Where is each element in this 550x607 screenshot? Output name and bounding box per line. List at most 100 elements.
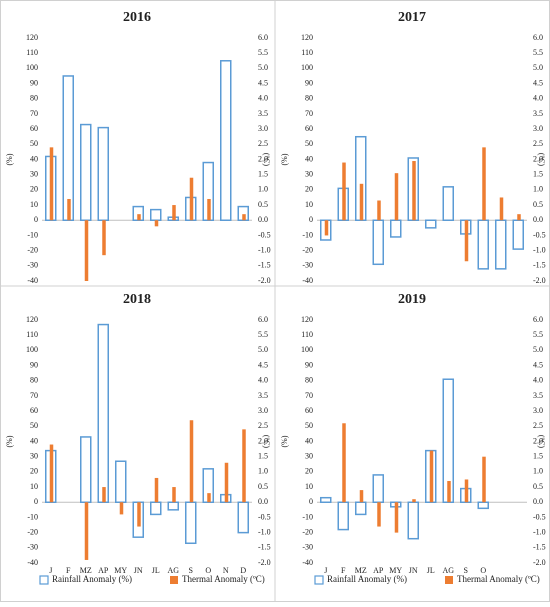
x-tick-label: F — [66, 566, 71, 575]
y-tick-label: 60 — [30, 406, 38, 415]
y-tick-label: 100 — [26, 345, 38, 354]
y-tick-label: 100 — [26, 63, 38, 72]
thermal-bar — [517, 214, 521, 221]
y2-tick-label: 6.0 — [533, 315, 543, 324]
thermal-bar — [102, 487, 106, 503]
y-tick-label: 30 — [30, 452, 38, 461]
chart-title: 2018 — [123, 292, 151, 307]
y2-tick-label: 2.0 — [258, 436, 268, 445]
y-tick-label: -20 — [302, 245, 313, 254]
y2-tick-label: 5.5 — [533, 330, 543, 339]
rain-bar — [80, 436, 92, 504]
y2-tick-label: 1.0 — [533, 467, 543, 476]
y-tick-label: 40 — [305, 436, 313, 445]
y-tick-label: 120 — [26, 33, 38, 42]
y-tick-label: 0 — [309, 497, 313, 506]
x-tick-label: MY — [114, 566, 127, 575]
thermal-bar — [137, 502, 141, 527]
y2-tick-label: -1.5 — [258, 261, 271, 270]
y2-tick-label: 6.0 — [258, 33, 268, 42]
y-axis-label: (%) — [5, 435, 14, 447]
y-tick-label: 10 — [305, 482, 313, 491]
y2-tick-label: -0.5 — [533, 230, 546, 239]
x-tick-label: MY — [389, 566, 402, 575]
y2-tick-label: -1.0 — [533, 245, 546, 254]
y2-tick-label: 2.5 — [258, 139, 268, 148]
x-tick-label: S — [189, 566, 193, 575]
y2-tick-label: 1.0 — [258, 467, 268, 476]
y2-tick-label: -0.5 — [258, 230, 271, 239]
legend-label: Rainfall Anomaly (%) — [52, 574, 132, 584]
y2-tick-label: 4.0 — [258, 376, 268, 385]
y-tick-label: 20 — [30, 185, 38, 194]
y2-tick-label: 1.5 — [533, 452, 543, 461]
thermal-bar — [412, 499, 416, 503]
y-tick-label: 90 — [30, 360, 38, 369]
y-tick-label: 10 — [30, 200, 38, 209]
y-tick-label: -40 — [27, 558, 38, 567]
y2-tick-label: 4.5 — [533, 78, 543, 87]
thermal-bar — [119, 502, 124, 515]
rain-bar — [167, 501, 179, 511]
y2-tick-label: 4.0 — [533, 376, 543, 385]
y-tick-label: 110 — [26, 330, 38, 339]
y2-tick-label: -1.5 — [533, 261, 546, 270]
y-tick-label: -40 — [302, 276, 313, 285]
y-tick-label: 120 — [26, 315, 38, 324]
y-tick-label: -40 — [302, 558, 313, 567]
y2-tick-label: 0.0 — [533, 215, 543, 224]
thermal-bar — [499, 197, 504, 221]
rain-bar — [425, 219, 437, 229]
y2-tick-label: 5.0 — [258, 345, 268, 354]
y-tick-label: -30 — [302, 543, 313, 552]
legend-label: Thermal Anomaly (ºC) — [182, 574, 265, 584]
y2-tick-label: 0.0 — [258, 215, 268, 224]
legend-label: Thermal Anomaly (ºC) — [457, 574, 540, 584]
y2-tick-label: 1.5 — [533, 170, 543, 179]
rain-bar — [372, 474, 384, 504]
y-tick-label: 90 — [305, 78, 313, 87]
thermal-bar — [49, 147, 54, 221]
y-tick-label: 20 — [305, 467, 313, 476]
y-tick-label: -20 — [27, 527, 38, 536]
y2-tick-label: 4.5 — [533, 360, 543, 369]
x-tick-label: S — [464, 566, 468, 575]
y2-tick-label: 0.5 — [533, 482, 543, 491]
legend-swatch — [39, 575, 49, 585]
y-tick-label: 40 — [30, 154, 38, 163]
y2-tick-label: -1.0 — [258, 245, 271, 254]
thermal-bar — [189, 420, 194, 503]
thermal-bar — [172, 487, 176, 503]
thermal-bar — [224, 462, 229, 503]
y2-tick-label: 5.0 — [533, 345, 543, 354]
y-tick-label: 80 — [30, 94, 38, 103]
y2-tick-label: 0.0 — [533, 497, 543, 506]
thermal-bar — [377, 502, 381, 527]
y-tick-label: -30 — [27, 543, 38, 552]
y2-tick-label: -2.0 — [258, 558, 271, 567]
y2-tick-label: 5.0 — [258, 63, 268, 72]
y-tick-label: 0 — [34, 215, 38, 224]
x-tick-label: D — [240, 566, 246, 575]
y-tick-label: 90 — [30, 78, 38, 87]
y2-tick-label: 1.0 — [533, 185, 543, 194]
y2-tick-label: 1.5 — [258, 452, 268, 461]
thermal-bar — [359, 490, 364, 503]
chart-title: 2017 — [398, 10, 426, 25]
y-tick-label: -20 — [27, 245, 38, 254]
y-tick-label: 70 — [305, 391, 313, 400]
thermal-bar — [102, 220, 106, 256]
y2-tick-label: 2.5 — [533, 139, 543, 148]
rain-bar — [390, 219, 402, 238]
thermal-bar — [429, 450, 434, 503]
rain-bar — [80, 123, 92, 221]
y2-tick-label: -1.0 — [258, 527, 271, 536]
thermal-bar — [324, 220, 329, 236]
thermal-bar — [394, 173, 399, 221]
y-tick-label: 0 — [309, 215, 313, 224]
y2-tick-label: 6.0 — [258, 315, 268, 324]
thermal-bar — [377, 200, 381, 221]
x-tick-label: F — [341, 566, 346, 575]
x-tick-label: AG — [167, 566, 179, 575]
y2-tick-label: 5.5 — [258, 48, 268, 57]
